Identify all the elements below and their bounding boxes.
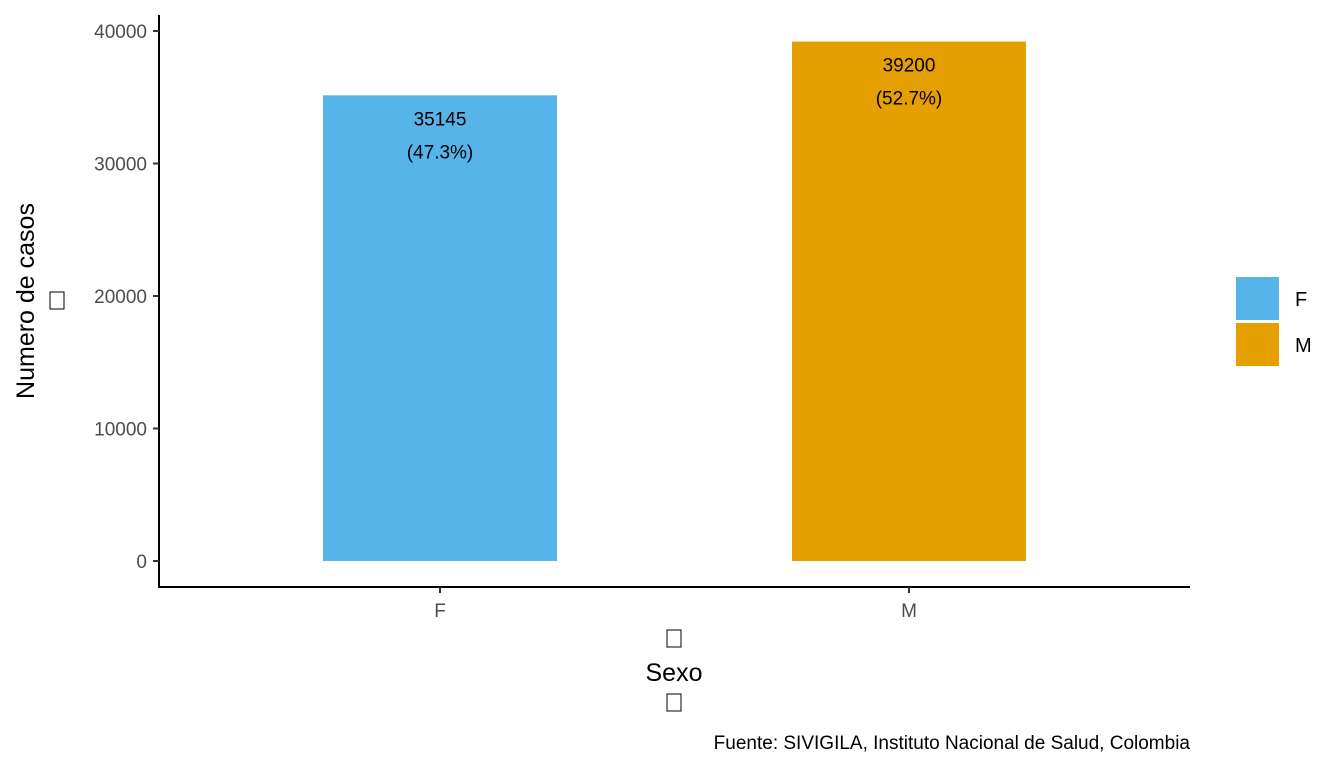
x-axis-missing-glyph-top bbox=[666, 629, 682, 648]
source-caption: Fuente: SIVIGILA, Instituto Nacional de … bbox=[714, 733, 1191, 754]
legend-key-m bbox=[1236, 323, 1279, 366]
x-axis-missing-glyph-bottom bbox=[666, 693, 682, 712]
y-tick-label: 20000 bbox=[94, 287, 147, 308]
legend: FM bbox=[1236, 277, 1312, 366]
y-axis-title: Numero de casos bbox=[12, 203, 40, 399]
y-tick-label: 10000 bbox=[94, 420, 147, 441]
bar-percent-label: (52.7%) bbox=[876, 89, 943, 110]
y-tick-label: 40000 bbox=[94, 22, 147, 43]
legend-label: M bbox=[1295, 335, 1312, 357]
legend-label: F bbox=[1295, 289, 1307, 311]
bar-percent-label: (47.3%) bbox=[407, 142, 474, 163]
bar-m bbox=[792, 41, 1026, 562]
y-tick-label: 30000 bbox=[94, 155, 147, 176]
bars-group: 35145 (47.3%) 39200 (52.7%) bbox=[323, 41, 1026, 562]
x-tick-label: M bbox=[901, 601, 917, 622]
x-axis-title: Sexo bbox=[646, 659, 703, 687]
y-tick-label: 0 bbox=[136, 552, 147, 573]
bar-f bbox=[323, 95, 557, 562]
y-axis-ticks: 0 10000 20000 30000 40000 bbox=[94, 22, 159, 573]
bar-value-label: 39200 bbox=[883, 56, 936, 77]
y-axis-missing-glyph bbox=[49, 291, 65, 310]
bar-value-label: 35145 bbox=[414, 109, 467, 130]
legend-key-f bbox=[1236, 277, 1279, 320]
x-tick-label: F bbox=[434, 601, 446, 622]
